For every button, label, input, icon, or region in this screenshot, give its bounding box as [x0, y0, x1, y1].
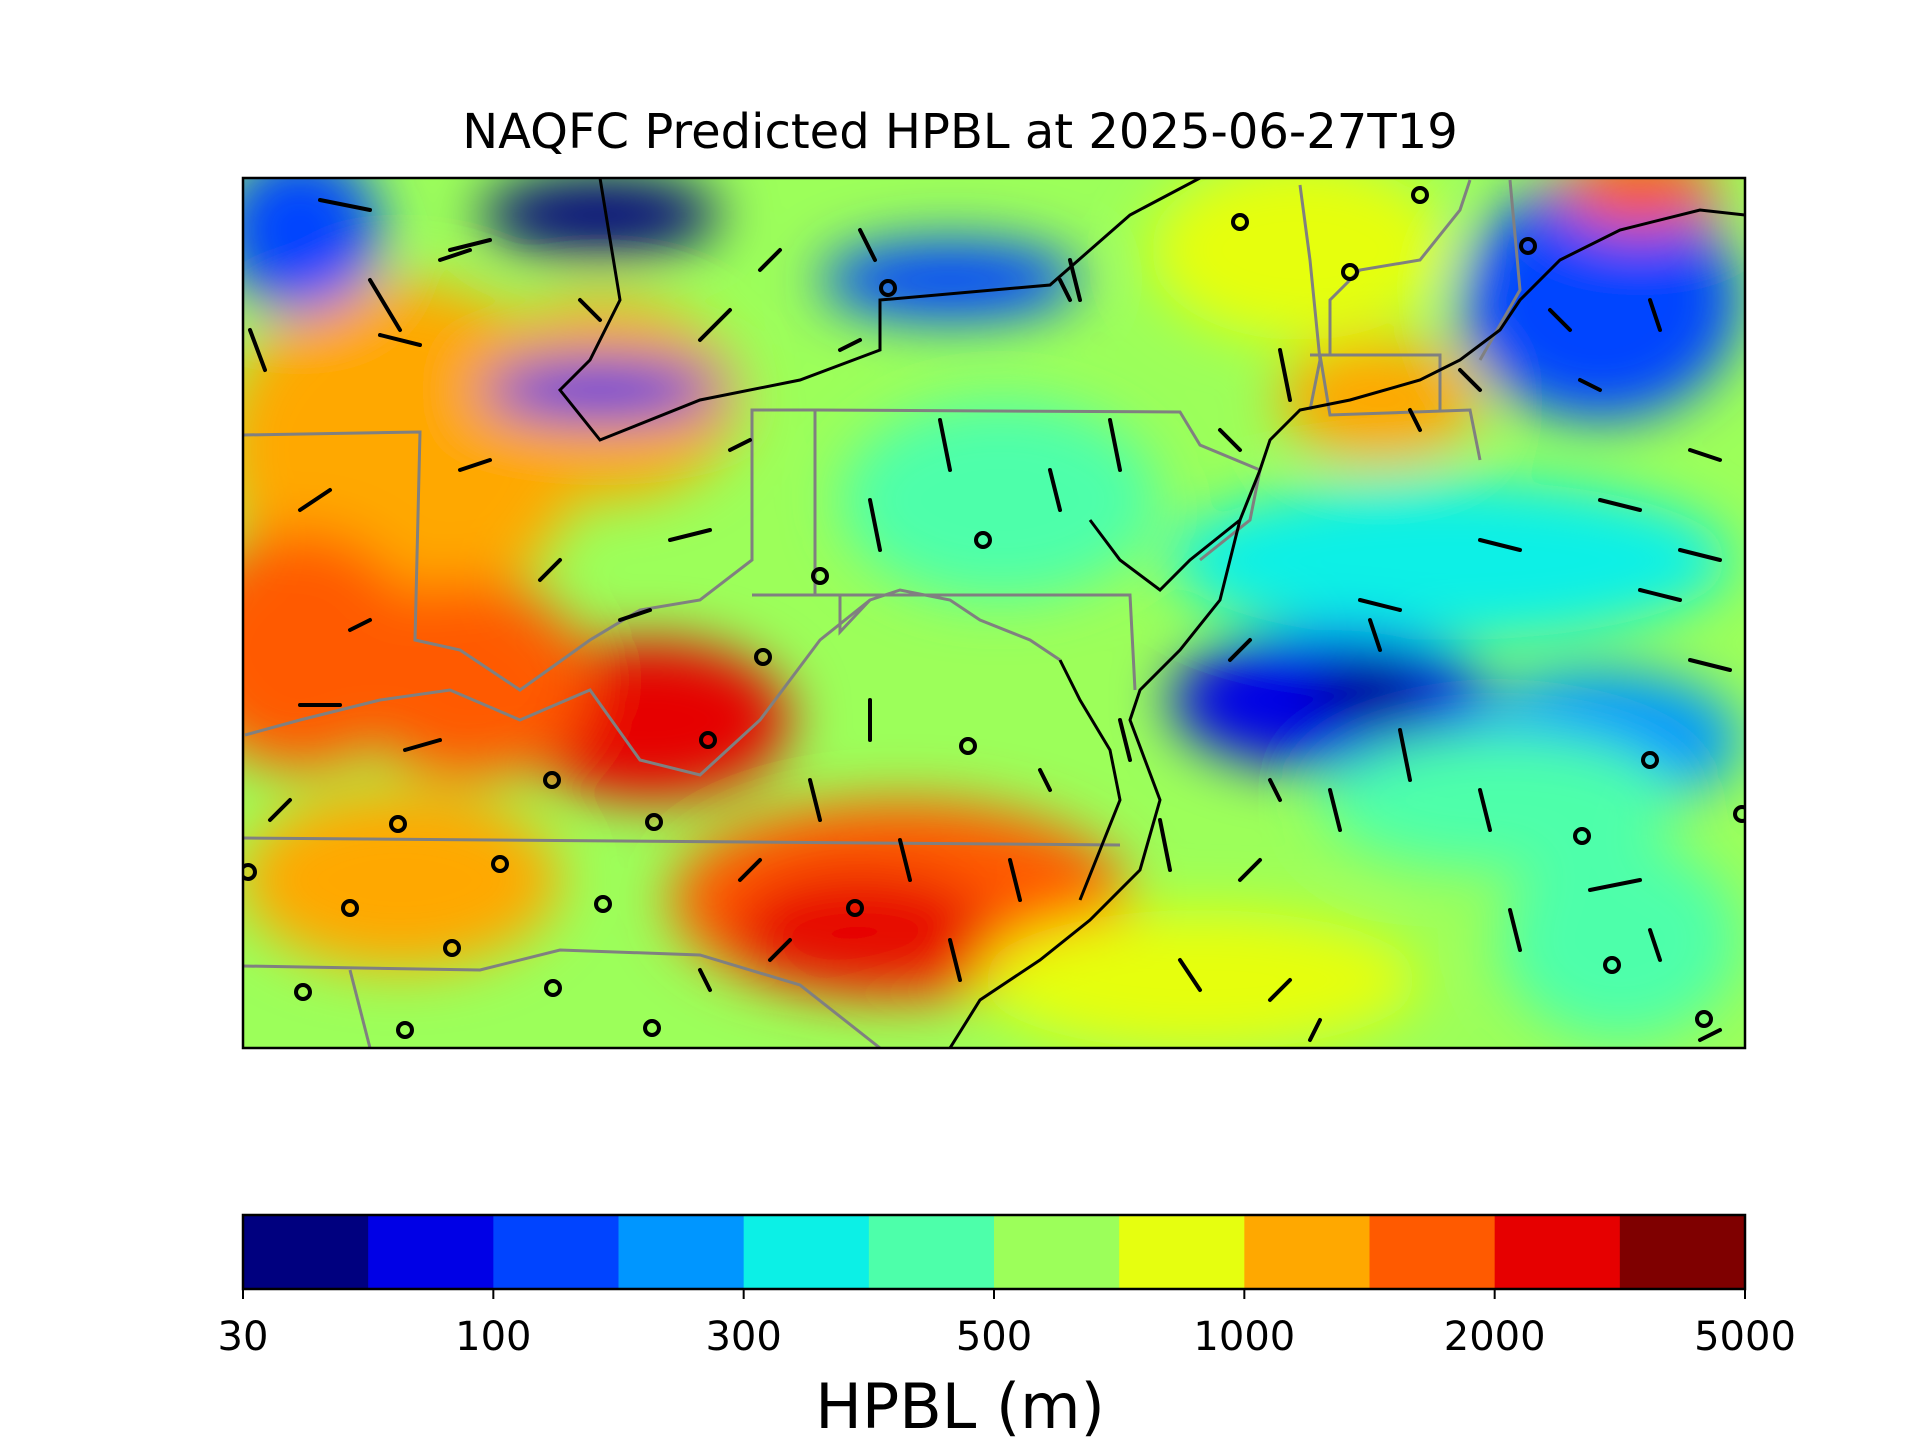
colorbar-bin: [1119, 1215, 1245, 1289]
colorbar-bin: [743, 1215, 870, 1289]
colorbar-bin: [493, 1215, 619, 1289]
colorbar-bin: [868, 1215, 995, 1289]
colorbar-tick-label: 100: [455, 1314, 532, 1360]
colorbar-tick-label: 2000: [1443, 1314, 1546, 1360]
map-frame: [241, 176, 1747, 1050]
colorbar-tick-label: 1000: [1193, 1314, 1296, 1360]
colorbar-bin: [994, 1215, 1120, 1289]
colorbar-label: HPBL (m): [815, 1370, 1105, 1443]
coastlines: [557, 178, 1745, 1048]
wind-barbs: [248, 198, 1732, 1042]
calm-circles: [243, 186, 1745, 1039]
hpbl-field: [243, 178, 1745, 1048]
colorbar-tick-label: 5000: [1694, 1314, 1796, 1360]
colorbar-bin: [1244, 1215, 1370, 1289]
colorbar-bin: [368, 1215, 494, 1289]
colorbar-tick-label: 30: [217, 1314, 269, 1360]
colorbar-bin: [243, 1215, 369, 1289]
colorbar-tick-label: 500: [955, 1314, 1033, 1360]
state-borders: [243, 179, 1522, 1048]
colorbar-tick-label: 300: [705, 1314, 782, 1360]
colorbar-bin: [1494, 1215, 1621, 1289]
colorbar-bin: [618, 1215, 745, 1289]
colorbar-bin: [1619, 1215, 1746, 1289]
map-title: NAQFC Predicted HPBL at 2025-06-27T19: [462, 104, 1458, 160]
colorbar-bin: [1369, 1215, 1496, 1289]
